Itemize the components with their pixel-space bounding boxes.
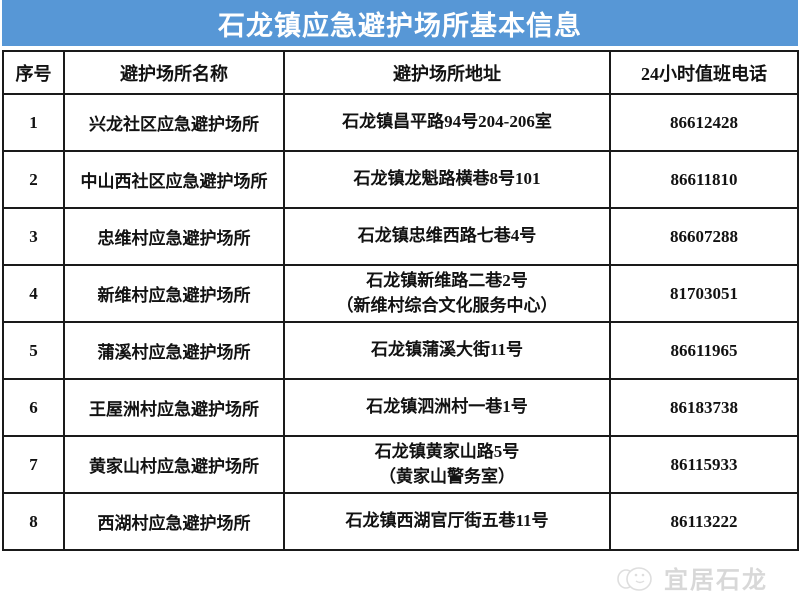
table-header: 序号 避护场所名称 避护场所地址 24小时值班电话 [2,50,799,95]
address-line: 石龙镇蒲溪大街11号 [370,340,524,360]
header-index: 序号 [2,50,65,95]
shelter-table: 序号 避护场所名称 避护场所地址 24小时值班电话 1 兴龙社区应急避护场所 石龙镇… [2,50,799,551]
header-phone: 24小时值班电话 [609,50,799,95]
cell-shelter-address: 石龙镇蒲溪大街11号 [283,321,611,380]
table-row: 3 忠维村应急避护场所 石龙镇忠维西路七巷4号 86607288 [2,207,799,266]
cell-shelter-address: 石龙镇黄家山路5号 （黄家山警务室） [283,435,611,494]
cell-shelter-address: 石龙镇昌平路94号204-206室 [283,93,611,152]
page-title: 石龙镇应急避护场所基本信息 [218,10,582,41]
cell-shelter-name: 西湖村应急避护场所 [63,492,285,551]
address-line: 石龙镇泗洲村一巷1号 [366,397,528,417]
cell-phone: 81703051 [609,264,799,323]
cell-phone: 86611965 [609,321,799,380]
table-row: 2 中山西社区应急避护场所 石龙镇龙魁路横巷8号101 86611810 [2,150,799,209]
cell-phone: 86113222 [609,492,799,551]
address-line: 石龙镇忠维西路七巷4号 [357,226,537,246]
cell-phone: 86183738 [609,378,799,437]
cell-phone: 86611810 [609,150,799,209]
table-row: 5 蒲溪村应急避护场所 石龙镇蒲溪大街11号 86611965 [2,321,799,380]
address-line: （黄家山警务室） [379,466,515,486]
table-row: 1 兴龙社区应急避护场所 石龙镇昌平路94号204-206室 86612428 [2,93,799,152]
cell-shelter-address: 石龙镇泗洲村一巷1号 [283,378,611,437]
table-row: 8 西湖村应急避护场所 石龙镇西湖官厅街五巷11号 86113222 [2,492,799,551]
cell-shelter-name: 王屋洲村应急避护场所 [63,378,285,437]
cell-phone: 86115933 [609,435,799,494]
header-address: 避护场所地址 [283,50,611,95]
cell-index: 8 [2,492,65,551]
cell-shelter-address: 石龙镇龙魁路横巷8号101 [283,150,611,209]
mascot-logo-icon [617,566,652,591]
cell-index: 2 [2,150,65,209]
title-banner: 石龙镇应急避护场所基本信息 [2,0,798,46]
cell-index: 1 [2,93,65,152]
cell-index: 7 [2,435,65,494]
cell-index: 6 [2,378,65,437]
cell-shelter-name: 忠维村应急避护场所 [63,207,285,266]
cell-index: 4 [2,264,65,323]
cell-shelter-address: 石龙镇西湖官厅街五巷11号 [283,492,611,551]
watermark-label: 宜居石龙 [664,567,768,594]
cell-phone: 86607288 [609,207,799,266]
cell-shelter-name: 兴龙社区应急避护场所 [63,93,285,152]
table-row: 7 黄家山村应急避护场所 石龙镇黄家山路5号 （黄家山警务室） 86115933 [2,435,799,494]
address-line: 石龙镇黄家山路5号 [374,441,520,461]
cell-shelter-name: 新维村应急避护场所 [63,264,285,323]
cell-shelter-address: 石龙镇忠维西路七巷4号 [283,207,611,266]
address-line: 石龙镇龙魁路横巷8号101 [353,169,541,189]
cell-phone: 86612428 [609,93,799,152]
watermark: 宜居石龙 [616,560,768,595]
cell-index: 3 [2,207,65,266]
address-line: 石龙镇西湖官厅街五巷11号 [345,511,549,531]
cell-shelter-address: 石龙镇新维路二巷2号 （新维村综合文化服务中心） [283,264,611,323]
header-row: 序号 避护场所名称 避护场所地址 24小时值班电话 [2,50,799,95]
cell-shelter-name: 黄家山村应急避护场所 [63,435,285,494]
shelter-table-body: 1 兴龙社区应急避护场所 石龙镇昌平路94号204-206室 86612428 2 中山西… [2,93,799,551]
address-line: （新维村综合文化服务中心） [336,295,558,315]
table-row: 4 新维村应急避护场所 石龙镇新维路二巷2号 （新维村综合文化服务中心） 8170305… [2,264,799,323]
cell-index: 5 [2,321,65,380]
cell-shelter-name: 中山西社区应急避护场所 [63,150,285,209]
address-line: 石龙镇昌平路94号204-206室 [342,112,552,132]
address-line: 石龙镇新维路二巷2号 [366,270,528,290]
header-name: 避护场所名称 [63,50,285,95]
cell-shelter-name: 蒲溪村应急避护场所 [63,321,285,380]
table-row: 6 王屋洲村应急避护场所 石龙镇泗洲村一巷1号 86183738 [2,378,799,437]
